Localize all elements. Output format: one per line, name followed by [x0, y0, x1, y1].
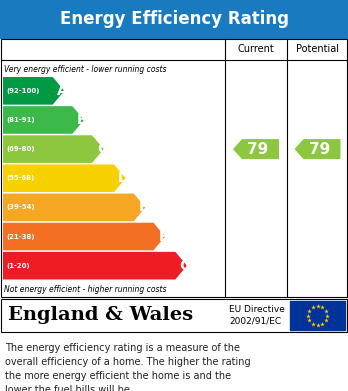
Polygon shape: [3, 194, 145, 221]
Text: A: A: [57, 84, 68, 98]
Text: E: E: [139, 201, 148, 214]
Text: Potential: Potential: [296, 44, 339, 54]
Polygon shape: [3, 165, 126, 192]
Polygon shape: [3, 135, 104, 163]
Text: Current: Current: [238, 44, 274, 54]
Text: 2002/91/EC: 2002/91/EC: [229, 317, 281, 326]
Bar: [1, 39, 347, 297]
Bar: [0, 0, 348, 38]
Text: England & Wales: England & Wales: [8, 307, 193, 325]
Text: G: G: [180, 259, 191, 273]
Text: B: B: [77, 113, 88, 127]
Text: (81-91): (81-91): [6, 117, 34, 123]
Polygon shape: [294, 139, 340, 159]
Bar: [290, 301, 345, 330]
Polygon shape: [3, 106, 84, 134]
Bar: [1, 39, 347, 60]
Text: D: D: [118, 171, 130, 185]
Text: (69-80): (69-80): [6, 146, 34, 152]
Text: (21-38): (21-38): [6, 233, 34, 240]
Bar: [1, 299, 347, 332]
Polygon shape: [3, 252, 187, 280]
Polygon shape: [3, 77, 64, 105]
Text: (39-54): (39-54): [6, 204, 34, 210]
Text: Very energy efficient - lower running costs: Very energy efficient - lower running co…: [4, 65, 166, 74]
Text: (1-20): (1-20): [6, 263, 30, 269]
Text: Energy Efficiency Rating: Energy Efficiency Rating: [60, 10, 288, 28]
Text: The energy efficiency rating is a measure of the
overall efficiency of a home. T: The energy efficiency rating is a measur…: [5, 343, 251, 391]
Polygon shape: [233, 139, 279, 159]
Text: F: F: [159, 230, 168, 244]
Text: (92-100): (92-100): [6, 88, 39, 94]
Polygon shape: [3, 223, 165, 250]
Text: C: C: [97, 142, 107, 156]
Bar: [1, 299, 347, 332]
Text: (55-68): (55-68): [6, 175, 34, 181]
Text: 79: 79: [309, 142, 330, 157]
Text: Not energy efficient - higher running costs: Not energy efficient - higher running co…: [4, 285, 166, 294]
Text: 79: 79: [247, 142, 268, 157]
Text: EU Directive: EU Directive: [229, 305, 285, 314]
